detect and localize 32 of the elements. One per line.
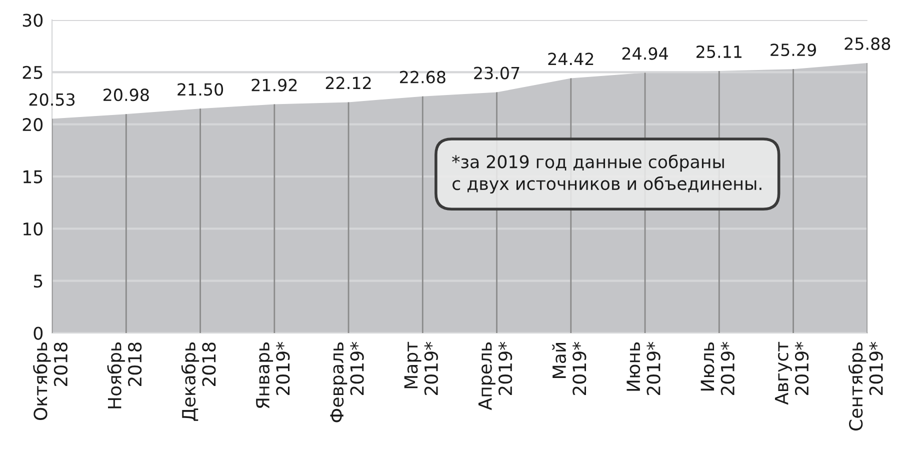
x-tick-label: Июль 2019* xyxy=(700,342,734,395)
y-tick-label: 0 xyxy=(34,326,43,340)
y-tick-label: 10 xyxy=(24,222,43,236)
x-tick-label: Февраль 2019* xyxy=(330,342,364,422)
data-label: 22.12 xyxy=(326,76,371,90)
data-label: 20.98 xyxy=(104,88,149,102)
x-tick-label: Декабрь 2018 xyxy=(181,342,216,421)
x-tick-label: Январь 2019* xyxy=(256,342,290,408)
data-label: 25.11 xyxy=(696,45,742,58)
annotation: *за 2019 год данные собраны с двух источников и объединены. xyxy=(452,154,762,194)
x-tick-label: Март 2019* xyxy=(404,342,438,395)
y-tick-label: 15 xyxy=(24,170,42,184)
data-label: 23.07 xyxy=(474,66,520,80)
x-tick-label: Август 2019* xyxy=(774,342,809,405)
x-tick-label: Июнь 2019* xyxy=(626,342,660,395)
data-label: 22.68 xyxy=(400,70,446,84)
data-label: 25.29 xyxy=(770,44,816,56)
y-tick-label: 5 xyxy=(34,274,42,288)
x-tick-label: Октябрь 2018 xyxy=(33,342,68,420)
data-label: 21.50 xyxy=(178,83,224,96)
data-label: 25.88 xyxy=(844,37,890,50)
x-tick-label: Апрель 2019* xyxy=(478,342,512,410)
y-tick-label: 25 xyxy=(22,66,42,79)
data-label: 24.94 xyxy=(622,47,668,60)
y-tick-label: 20 xyxy=(22,118,43,132)
data-label: 21.92 xyxy=(252,78,297,92)
x-tick-label: Сентябрь 2019* xyxy=(848,342,883,430)
x-tick-label: Ноябрь 2018 xyxy=(107,342,142,408)
data-label: 24.42 xyxy=(548,52,594,66)
x-tick-label: Май 2019* xyxy=(552,342,586,395)
y-tick-label: 30 xyxy=(22,14,43,27)
data-label: 20.53 xyxy=(29,93,75,106)
